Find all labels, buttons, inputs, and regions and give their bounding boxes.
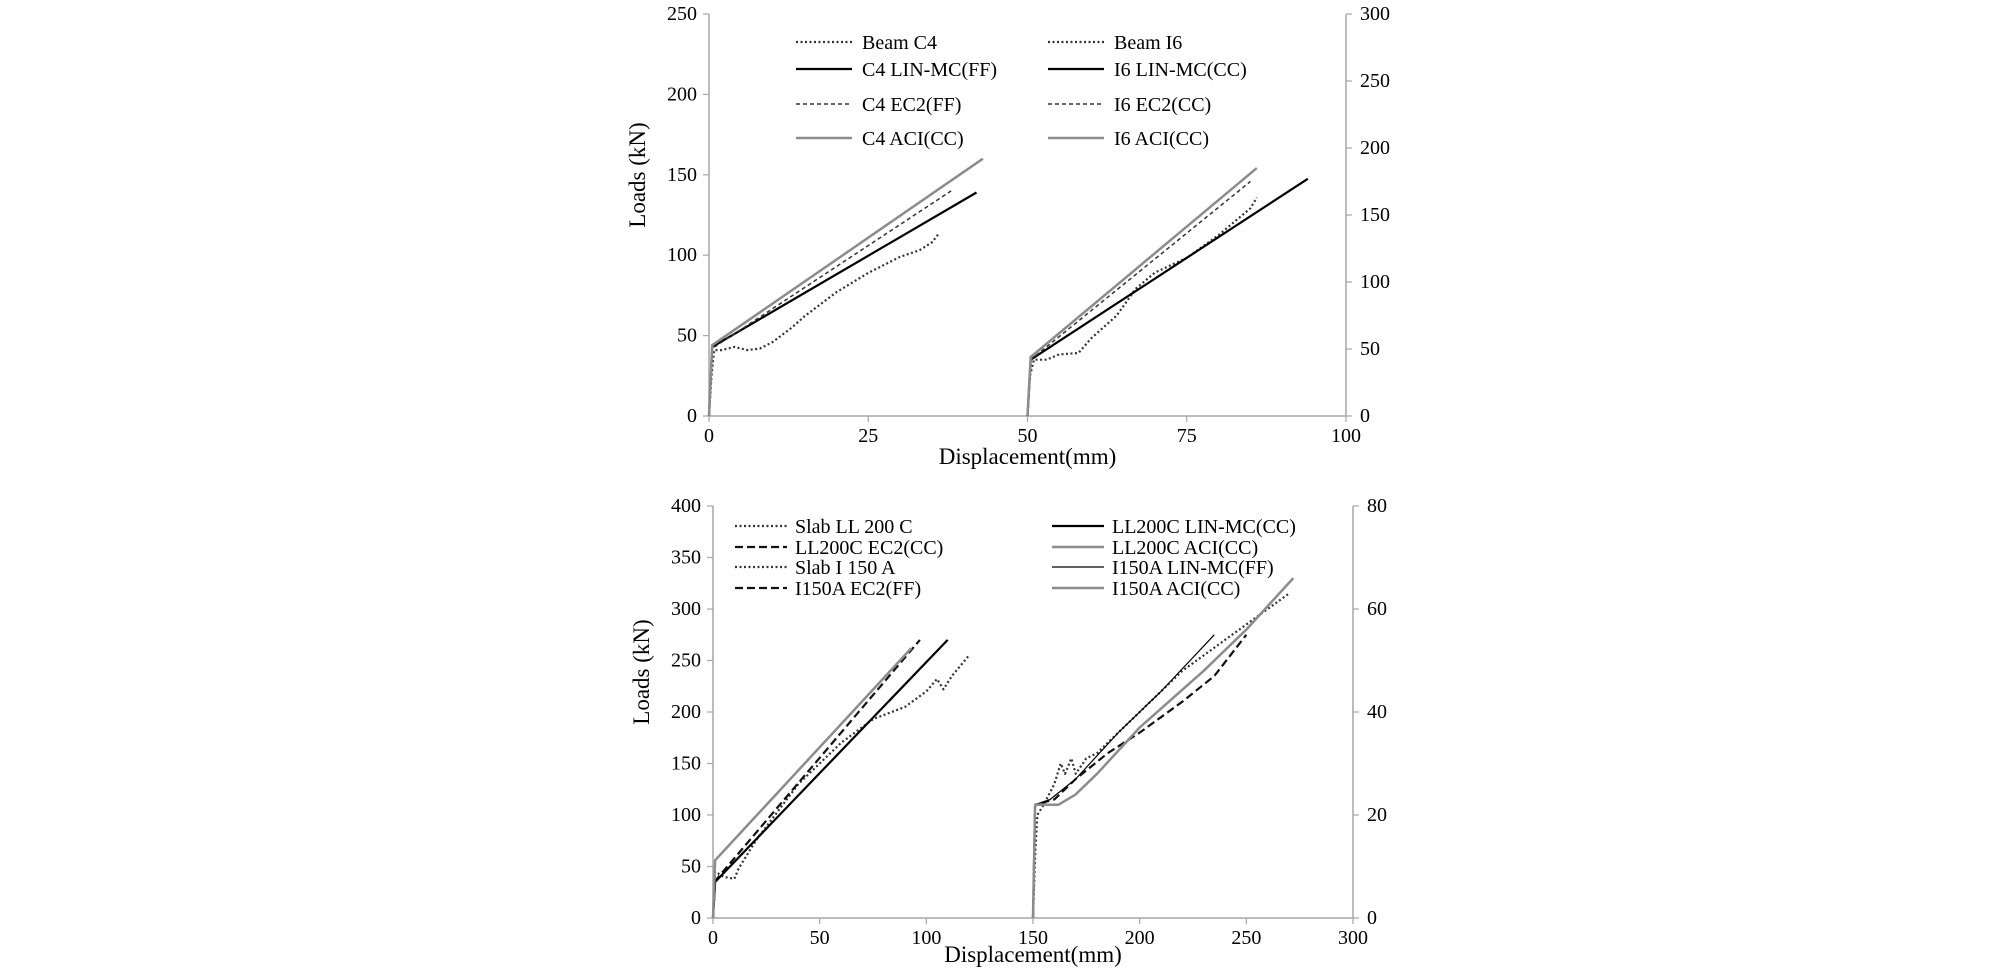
y-tick-label: 150 [671,753,701,775]
x-axis-title: Displacement(mm) [939,444,1117,469]
y-tick-label: 250 [671,650,701,672]
y-tick-label: 200 [671,701,701,723]
x-tick-label: 0 [704,425,714,447]
legend-label: I150A ACI(CC) [1112,578,1240,600]
series-line [1026,180,1251,417]
legend-label: C4 EC2(FF) [862,94,961,116]
legend-label: LL200C ACI(CC) [1112,537,1258,559]
legend-label: I150A EC2(FF) [795,578,921,600]
legend: Beam C4 C4 LIN-MC(FF) C4 EC2(FF) C4 ACI(CC)… [796,32,1247,150]
legend-label: LL200C LIN-MC(CC) [1112,516,1296,538]
x-tick-label: 25 [858,425,878,447]
x-tick-label: 50 [810,927,830,949]
legend-label: I150A LIN-MC(FF) [1112,557,1274,579]
series-line [1026,177,1309,417]
y-tick-label: 50 [677,325,697,347]
chart-2: 0 50 100 150 200 250 300 350 400 0 20 40 60 80 0 50 100 1… [629,495,1387,967]
series-line [1031,577,1295,919]
y-tick-label: 0 [687,405,697,427]
y-tick-label: 0 [691,907,701,929]
series-line [1026,167,1258,417]
x-tick-label: 50 [1018,425,1038,447]
series-line [711,647,913,919]
y2-tick-label: 40 [1367,701,1387,723]
series-line [711,639,949,919]
y2-tick-label: 0 [1367,907,1377,929]
y2-tick-label: 250 [1360,70,1390,92]
y-tick-label: 200 [667,83,697,105]
y-tick-label: 400 [671,495,701,517]
y-tick-label: 100 [667,244,697,266]
y2-tick-label: 20 [1367,804,1387,826]
y-tick-label: 350 [671,547,701,569]
series-line [1026,197,1258,417]
series-line [1031,634,1248,919]
legend-label: Slab LL 200 C [795,516,913,538]
series-line [707,191,978,417]
legend-label: I6 EC2(CC) [1114,94,1211,116]
y2-tick-label: 200 [1360,137,1390,159]
y2-tick-label: 150 [1360,204,1390,226]
legend-label: Slab I 150 A [795,557,896,579]
legend-label: Beam C4 [862,32,937,54]
legend-label: I6 LIN-MC(CC) [1114,59,1247,81]
y-tick-label: 150 [667,164,697,186]
legend-label: I6 ACI(CC) [1114,128,1209,150]
y-tick-label: 300 [671,598,701,620]
x-tick-label: 250 [1231,927,1261,949]
y-tick-label: 50 [681,856,701,878]
x-tick-label: 0 [708,927,718,949]
legend-label: C4 ACI(CC) [862,128,964,150]
y-tick-label: 100 [671,804,701,826]
y2-tick-label: 100 [1360,271,1390,293]
series-line [711,654,970,919]
legend-label: LL200C EC2(CC) [795,537,943,559]
y-axis-title: Loads (kN) [629,619,654,724]
y-tick-label: 250 [667,3,697,25]
series-line [711,639,921,919]
series-line [1032,634,1215,919]
series-line [708,190,952,417]
y2-tick-label: 80 [1367,495,1387,517]
y2-tick-label: 300 [1360,3,1390,25]
series-line [707,157,984,417]
legend-label: Beam I6 [1114,32,1182,54]
x-tick-label: 200 [1125,927,1155,949]
chart-1: 0 50 100 150 200 250 0 50 100 150 200 250 300 0 25 50 75… [625,3,1390,469]
x-tick-label: 100 [911,927,941,949]
y2-tick-label: 0 [1360,405,1370,427]
y-axis-title: Loads (kN) [625,122,650,227]
x-tick-label: 75 [1177,425,1197,447]
legend-label: C4 LIN-MC(FF) [862,59,997,81]
y2-tick-label: 60 [1367,598,1387,620]
x-tick-label: 100 [1331,425,1361,447]
x-tick-label: 300 [1338,927,1368,949]
x-axis-title: Displacement(mm) [944,942,1122,967]
y2-tick-label: 50 [1360,338,1380,360]
series-line [1031,592,1290,919]
x-tick-label: 150 [1018,927,1048,949]
